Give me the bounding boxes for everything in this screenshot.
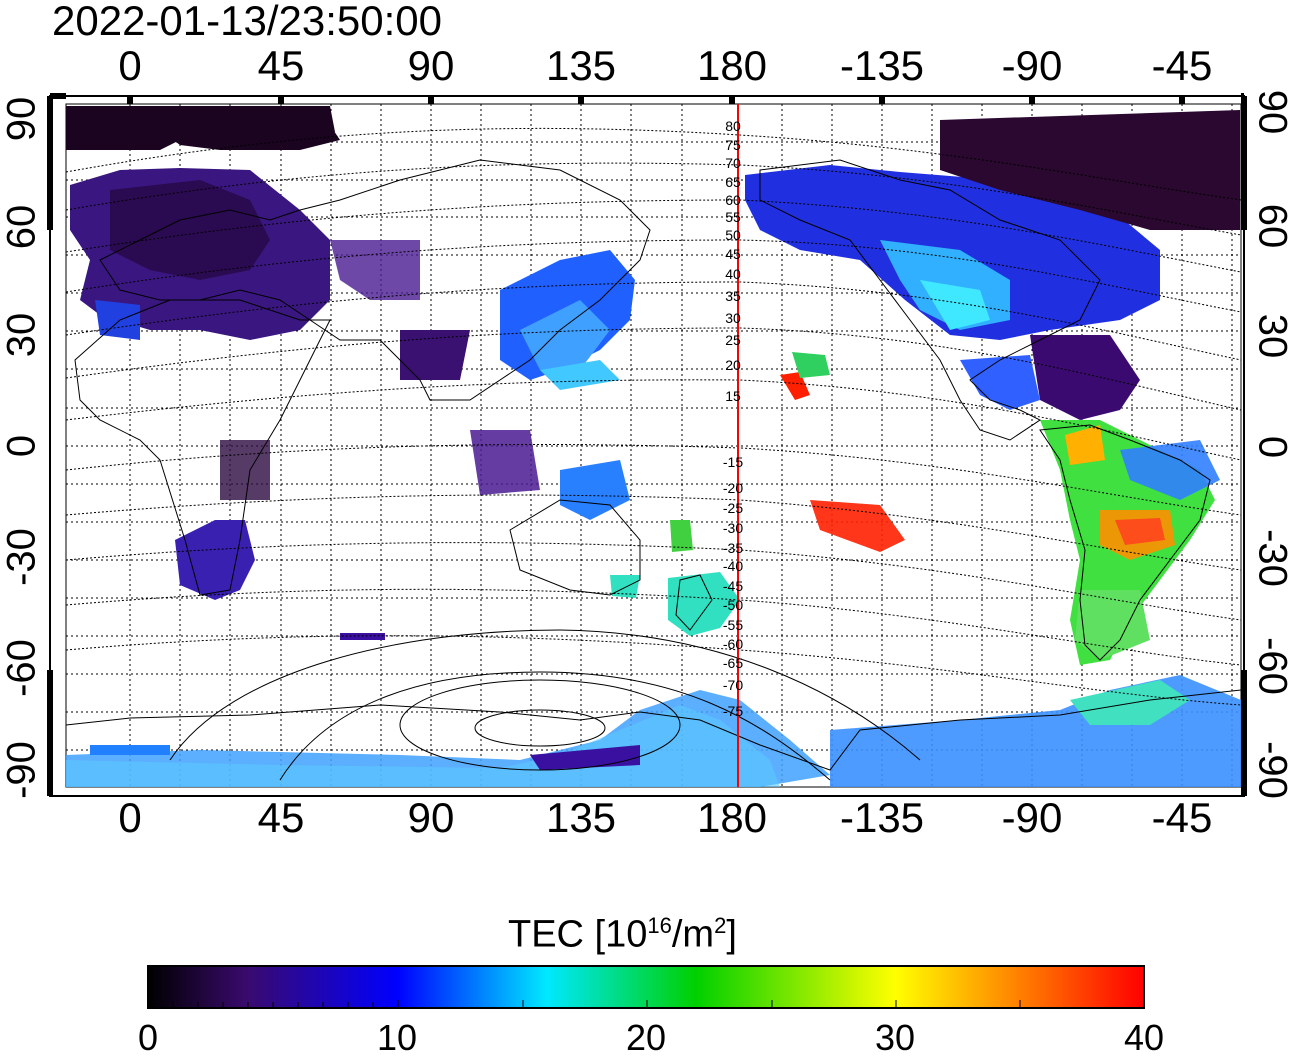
lon-tick-top: -90: [1001, 42, 1063, 89]
contour-label-group: 80 75 70 65 60 55 50 45 40 35 30 25 20 1…: [723, 118, 743, 719]
contour-label: 30: [725, 310, 741, 326]
contour-label: 60: [725, 192, 741, 208]
lon-tick-top: 45: [257, 42, 305, 89]
lon-tick-top: 180: [696, 42, 768, 89]
contour-label: -15: [723, 454, 743, 470]
contour-label: -50: [723, 597, 743, 613]
colorbar-label: TEC [1016/m2]: [508, 913, 737, 956]
contour-label: 70: [725, 155, 741, 171]
lon-tick-top: 135: [545, 42, 617, 89]
colorbar-tick-label: 20: [625, 1017, 667, 1058]
colorbar-tick-label: 0: [137, 1017, 159, 1058]
colorbar-tick-label: 10: [376, 1017, 418, 1058]
contour-label: -75: [723, 703, 743, 719]
contour-label: -40: [723, 558, 743, 574]
colorbar-tick-label: 40: [1123, 1017, 1165, 1058]
contour-label: -60: [723, 636, 743, 652]
contour-label: 50: [725, 227, 741, 243]
lon-tick-bottom: 45: [257, 794, 305, 841]
lon-tick-bottom: -45: [1151, 794, 1213, 841]
contour-label: -55: [723, 617, 743, 633]
lon-tick-top: 90: [407, 42, 455, 89]
contour-label: 40: [725, 266, 741, 282]
lon-tick-bottom: 135: [545, 794, 617, 841]
contour-label: 15: [725, 388, 741, 404]
frame-ticks: [47, 93, 1247, 796]
contour-label: 20: [725, 357, 741, 373]
contour-label: 75: [725, 137, 741, 153]
colorbar-ticks: [172, 1000, 1021, 1008]
contour-label: -25: [723, 500, 743, 516]
polar-contours: [169, 629, 921, 781]
lon-tick-bottom: 0: [118, 794, 142, 841]
tec-data: [66, 106, 1241, 787]
contour-label: 45: [725, 246, 741, 262]
lon-tick-top: 0: [118, 42, 142, 89]
contour-label: -30: [723, 520, 743, 536]
lon-tick-bottom: 180: [696, 794, 768, 841]
contour-label: -65: [723, 655, 743, 671]
contour-label: -20: [723, 480, 743, 496]
contour-label: -45: [723, 578, 743, 594]
lon-tick-bottom: -90: [1001, 794, 1063, 841]
contour-label: 25: [725, 332, 741, 348]
colorbar-tick-label: 30: [874, 1017, 916, 1058]
lon-tick-top: -45: [1151, 42, 1213, 89]
contour-label: 55: [725, 209, 741, 225]
timestamp-title: 2022-01-13/23:50:00: [52, 0, 442, 44]
lon-tick-bottom: 90: [407, 794, 455, 841]
contour-label: -70: [723, 677, 743, 693]
lon-tick-bottom: -135: [839, 794, 925, 841]
lon-tick-top: -135: [839, 42, 925, 89]
colorbar: [147, 965, 1145, 1009]
contour-label: 35: [725, 288, 741, 304]
coastlines: [66, 159, 1241, 771]
contour-label: 80: [725, 118, 741, 134]
magnetic-contours: [66, 127, 1241, 706]
contour-label: -35: [723, 540, 743, 556]
contour-label: 65: [725, 174, 741, 190]
